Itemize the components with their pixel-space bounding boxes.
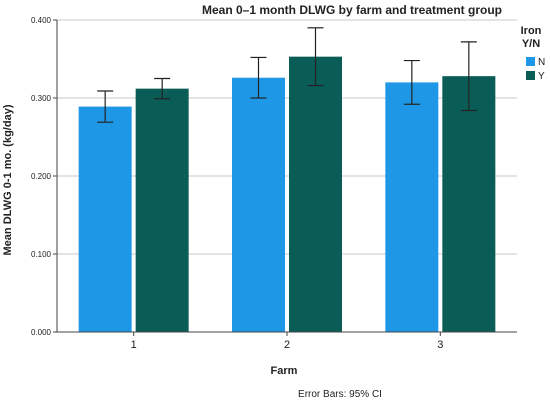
x-tick-label: 2 <box>284 339 290 351</box>
y-tick-label: 0.000 <box>31 328 52 337</box>
bar-farm1-N <box>78 106 132 332</box>
legend-title-line-2: Y/N <box>522 38 540 50</box>
y-tick-label: 0.200 <box>31 172 52 181</box>
legend-label-N: N <box>538 57 545 68</box>
y-tick-label: 0.400 <box>31 16 52 25</box>
bar-farm3-N <box>385 82 439 333</box>
bar-farm1-Y <box>135 88 189 332</box>
legend-label-Y: Y <box>538 71 545 82</box>
x-axis-title: Farm <box>271 365 298 377</box>
x-axis-ticks: 1 2 3 <box>131 332 443 351</box>
x-tick-label: 1 <box>131 339 137 351</box>
bar-farm2-Y <box>289 56 342 332</box>
error-bars-group <box>97 27 477 123</box>
x-tick-label: 3 <box>437 339 443 351</box>
legend-swatch-N <box>526 57 535 66</box>
legend-title-line-1: Iron <box>521 25 542 37</box>
gridlines <box>57 19 517 255</box>
bar-farm2-N <box>232 77 285 332</box>
chart-title: Mean 0–1 month DLWG by farm and treatmen… <box>202 3 502 17</box>
legend-swatch-Y <box>526 71 535 80</box>
y-axis-title: Mean DLWG 0-1 mo. (kg/day) <box>2 104 14 255</box>
footnote: Error Bars: 95% CI <box>298 389 382 400</box>
y-tick-label: 0.100 <box>31 250 52 259</box>
y-axis-ticks: 0.000 0.100 0.200 0.300 0.400 <box>31 16 57 337</box>
legend: Iron Y/N NY <box>521 25 546 82</box>
bars-group <box>78 56 496 333</box>
bar-farm3-Y <box>442 76 496 332</box>
y-tick-label: 0.300 <box>31 94 52 103</box>
